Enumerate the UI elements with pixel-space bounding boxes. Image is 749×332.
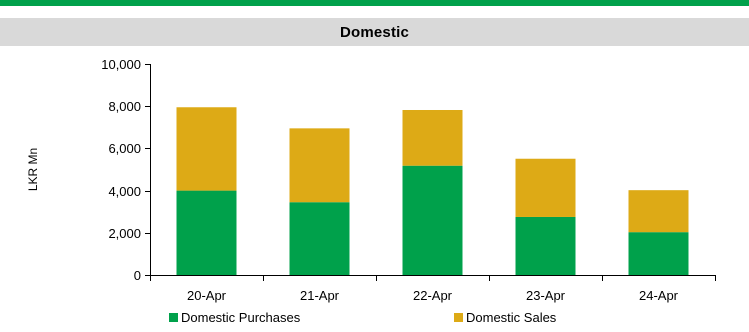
chart-title: Domestic <box>339 23 410 41</box>
bar-domestic-sales <box>289 128 350 203</box>
bar-domestic-purchases <box>628 232 689 275</box>
x-tick-label: 24-Apr <box>639 288 679 303</box>
x-tick-label: 22-Apr <box>413 288 453 303</box>
bar-domestic-sales <box>176 107 237 191</box>
bar-domestic-purchases <box>515 216 576 275</box>
y-tick-label: 6,000 <box>108 141 141 156</box>
y-tick-label: 8,000 <box>108 99 141 114</box>
legend-domestic-sales-label: Domestic Sales <box>466 310 557 325</box>
legend-domestic-sales-swatch <box>454 313 463 322</box>
chart-header-band: Domestic <box>0 18 749 46</box>
bar-domestic-sales <box>628 190 689 233</box>
y-tick-label: 0 <box>134 268 141 283</box>
y-axis-title: LKR Mn <box>26 148 40 191</box>
bar-domestic-sales <box>515 158 576 217</box>
bar-domestic-sales <box>402 109 463 166</box>
top-accent-stripe <box>0 0 749 6</box>
top-spacer <box>0 6 749 18</box>
x-tick-label: 20-Apr <box>187 288 227 303</box>
legend-domestic-purchases-swatch <box>169 313 178 322</box>
x-tick-label: 23-Apr <box>526 288 566 303</box>
x-tick-label: 21-Apr <box>300 288 340 303</box>
y-tick-label: 2,000 <box>108 226 141 241</box>
legend-domestic-purchases-label: Domestic Purchases <box>181 310 301 325</box>
y-tick-label: 4,000 <box>108 184 141 199</box>
bar-domestic-purchases <box>402 165 463 275</box>
bar-domestic-purchases <box>176 190 237 275</box>
bar-domestic-purchases <box>289 202 350 275</box>
y-tick-label: 10,000 <box>101 57 141 72</box>
